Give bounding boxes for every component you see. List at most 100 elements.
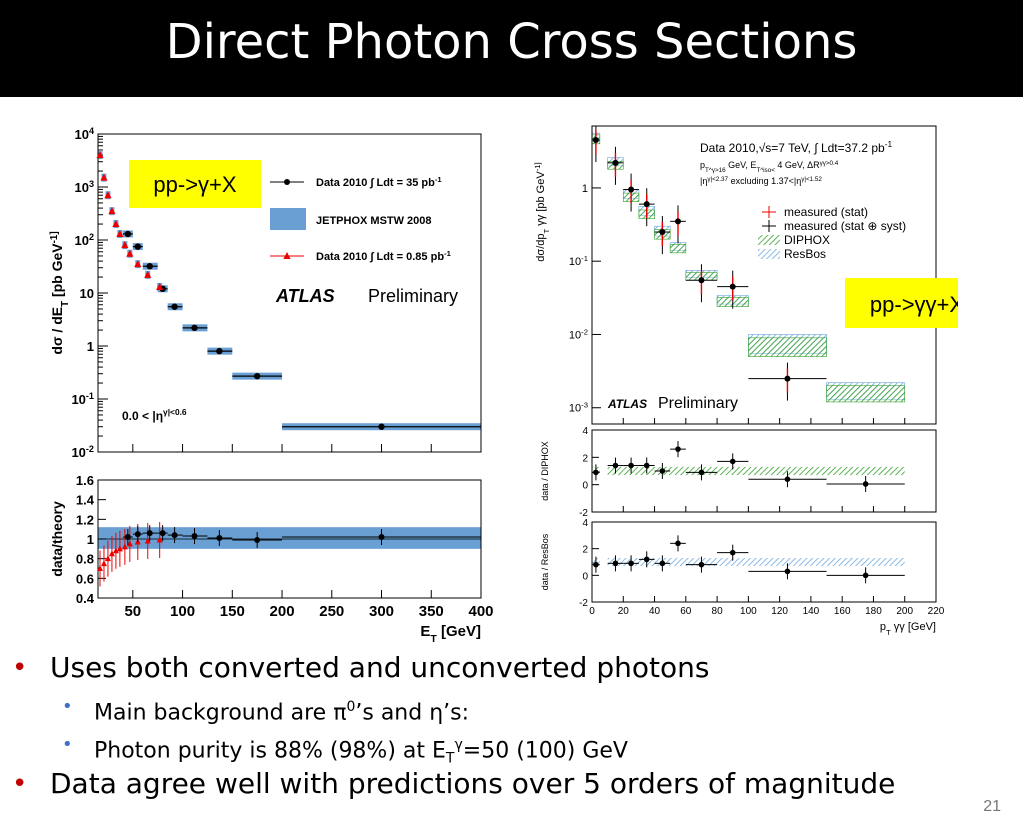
ratio-resbos-point	[593, 561, 599, 568]
x-tick-label: 200	[896, 606, 913, 617]
ratio-resbos-band	[670, 558, 686, 566]
ratio-y-tick-label: 0.6	[76, 571, 94, 586]
ratio-red-point	[96, 565, 103, 571]
x-tick-label: 0	[589, 606, 595, 617]
ratio-diphox-y-tick-label: 0	[582, 481, 588, 492]
ratio-y-tick-label: 0.8	[76, 552, 94, 567]
ratio-resbos-point	[628, 560, 634, 567]
atlas-label: ATLAS	[607, 397, 647, 411]
ratio-diphox-point	[643, 462, 650, 469]
y-tick-label: 103	[74, 179, 94, 195]
atlas-label: ATLAS	[275, 286, 335, 306]
bullet-1a: • Main background are π0’s and η’s:	[12, 688, 972, 726]
data-point	[659, 229, 666, 236]
callout-box	[129, 160, 261, 208]
y-tick-label: 104	[74, 126, 94, 142]
y-tick-label: 10-1	[569, 254, 588, 269]
bullet-1: • Uses both converted and unconverted ph…	[12, 648, 972, 688]
data-point	[643, 201, 650, 208]
data-point	[146, 263, 153, 270]
ratio-diphox-point	[729, 458, 736, 465]
ratio-diphox-point	[675, 446, 681, 452]
y-tick-label: 10-2	[569, 327, 588, 342]
data-point	[378, 423, 385, 430]
ratio-red-point	[156, 536, 163, 543]
ratio-point	[146, 530, 153, 537]
x-axis-label: pT γγ [GeV]	[880, 621, 936, 637]
ratio-band	[98, 527, 481, 549]
ratio-red-point	[100, 560, 107, 567]
data-point-red	[100, 173, 108, 181]
x-tick-label: 100	[740, 606, 757, 617]
x-tick-label: 140	[803, 606, 820, 617]
ratio-resbos-band	[748, 558, 827, 566]
x-tick-label: 350	[419, 603, 444, 620]
legend-label: Data 2010 ∫ Ldt = 0.85 pb-1	[316, 249, 452, 264]
ratio-diphox-point	[593, 469, 599, 476]
ratio-diphox-y-axis-label: data / DIPHOX	[540, 441, 550, 501]
bullet-list: • Uses both converted and unconverted ph…	[12, 648, 972, 804]
bullet-2: • Data agree well with predictions over …	[12, 764, 972, 804]
legend-band	[270, 208, 306, 230]
x-tick-label: 160	[834, 606, 851, 617]
x-axis-label: ET [GeV]	[420, 623, 481, 642]
ratio-diphox-band	[748, 466, 827, 476]
ratio-resbos-y-tick-label: 4	[582, 518, 588, 529]
ratio-y-tick-label: 0.4	[76, 591, 95, 606]
ratio-resbos-point	[643, 556, 650, 563]
x-tick-label: 250	[319, 603, 344, 620]
data-point-red	[112, 220, 120, 228]
legend-marker	[284, 179, 290, 185]
ratio-resbos-point	[862, 572, 869, 579]
data-point	[698, 277, 705, 284]
ratio-red-point	[144, 537, 151, 544]
ratio-diphox-y-tick-label: -2	[579, 508, 588, 519]
data-point-red	[156, 282, 164, 290]
data-point-red	[144, 270, 152, 278]
ratio-diphox-band	[717, 466, 749, 476]
callout-box	[845, 278, 958, 328]
legend-label: measured (stat)	[784, 205, 868, 219]
ratio-red-point	[108, 550, 115, 557]
data-point	[729, 283, 736, 290]
ratio-resbos-point	[675, 540, 681, 547]
data-point	[134, 243, 141, 250]
legend-marker	[283, 252, 291, 259]
data-point	[628, 186, 635, 193]
ratio-resbos-point	[612, 560, 619, 567]
ratio-resbos-y-tick-label: 0	[582, 571, 588, 582]
ratio-y-tick-label: 1.2	[76, 512, 94, 527]
x-tick-label: 80	[712, 606, 724, 617]
preliminary-label: Preliminary	[658, 395, 738, 412]
x-tick-label: 200	[270, 603, 295, 620]
diphox-band	[748, 337, 827, 357]
ratio-resbos-y-tick-label: 2	[582, 545, 588, 556]
callout-label: pp->γγ+X	[870, 292, 958, 317]
legend-band	[758, 235, 780, 245]
ratio-red-point	[104, 555, 111, 562]
ratio-resbos-band	[826, 558, 905, 566]
ratio-point	[191, 533, 198, 540]
data-point-red	[108, 207, 116, 215]
ratio-point	[216, 535, 223, 542]
legend-label: DIPHOX	[784, 233, 830, 247]
ratio-y-tick-label: 1.4	[76, 493, 95, 508]
ratio-diphox-point	[862, 481, 869, 487]
data-point-red	[134, 260, 142, 268]
data-point-red	[126, 249, 134, 257]
x-tick-label: 150	[220, 603, 245, 620]
ratio-point	[171, 532, 178, 539]
x-tick-label: 180	[865, 606, 882, 617]
ratio-resbos-y-tick-label: -2	[579, 598, 588, 609]
ratio-diphox-point	[698, 469, 705, 476]
chart-direct-photon: 10-2 10-1 1 10 102 103 104 dσ / dET [pb GeV-1] D…	[49, 126, 494, 642]
ratio-diphox-band	[670, 466, 686, 476]
data-point	[675, 218, 681, 225]
x-tick-label: 100	[170, 603, 195, 620]
data-point-red	[121, 241, 129, 249]
ratio-y-tick-label: 1.6	[76, 473, 94, 488]
ratio-point	[254, 536, 261, 543]
y-tick-label: 10-1	[71, 391, 94, 407]
data-point	[124, 230, 132, 238]
ratio-diphox-frame	[591, 429, 937, 513]
